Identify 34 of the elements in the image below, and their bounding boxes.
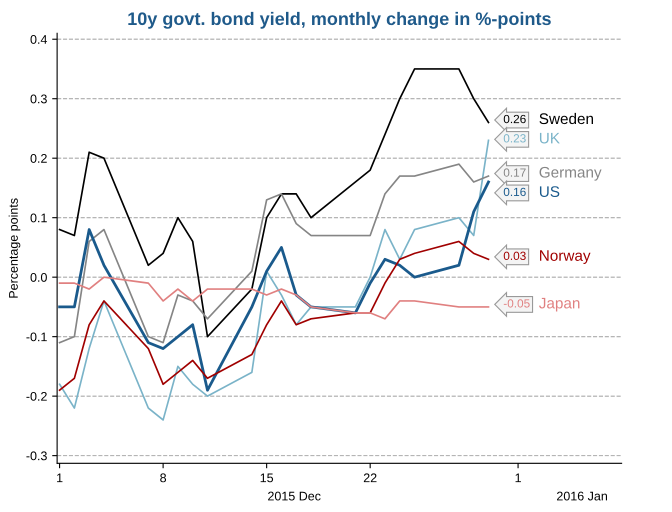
y-tick-label: -0.1	[26, 332, 47, 342]
y-tick-label: 0.0	[30, 272, 47, 282]
data-label: 0.26	[504, 114, 526, 124]
x-tick-label: 1	[516, 474, 521, 482]
y-tick-label: 0.4	[30, 35, 48, 44]
line-series	[58, 180, 490, 392]
y-tick-label: -0.3	[26, 451, 47, 460]
data-label: -0.05	[504, 299, 530, 308]
y-axis-title: Percentage points	[8, 198, 20, 298]
line-series	[58, 240, 490, 392]
x-tick-label: 1	[57, 474, 62, 482]
text: 2015 Dec	[268, 492, 321, 500]
text: Germany	[540, 166, 602, 181]
y-tick-label: 0.2	[30, 154, 47, 163]
line-series	[58, 140, 490, 421]
chart-title: 10y govt. bond yield, monthly change in %-points	[128, 12, 551, 29]
y-tick-label: -0.2	[26, 392, 47, 401]
text: Sweden	[539, 112, 593, 124]
y-tick-label: 0.3	[30, 94, 47, 104]
y-tick-label: 0.1	[30, 213, 47, 222]
text: Norway	[540, 250, 591, 264]
data-label: 0.23	[504, 134, 526, 143]
x-tick-label: 22	[364, 473, 376, 482]
text: US	[540, 186, 560, 198]
line-series	[58, 163, 490, 344]
data-label: 0.17	[504, 168, 526, 177]
x-tick-label: 8	[160, 473, 166, 482]
text: Japan	[539, 298, 580, 312]
text: UK	[540, 132, 560, 144]
data-label: 0.16	[504, 188, 526, 196]
data-label: 0.03	[504, 252, 526, 260]
text: 2016 Jan	[557, 492, 607, 500]
x-tick-label: 15	[260, 474, 274, 482]
line-series	[58, 276, 490, 320]
